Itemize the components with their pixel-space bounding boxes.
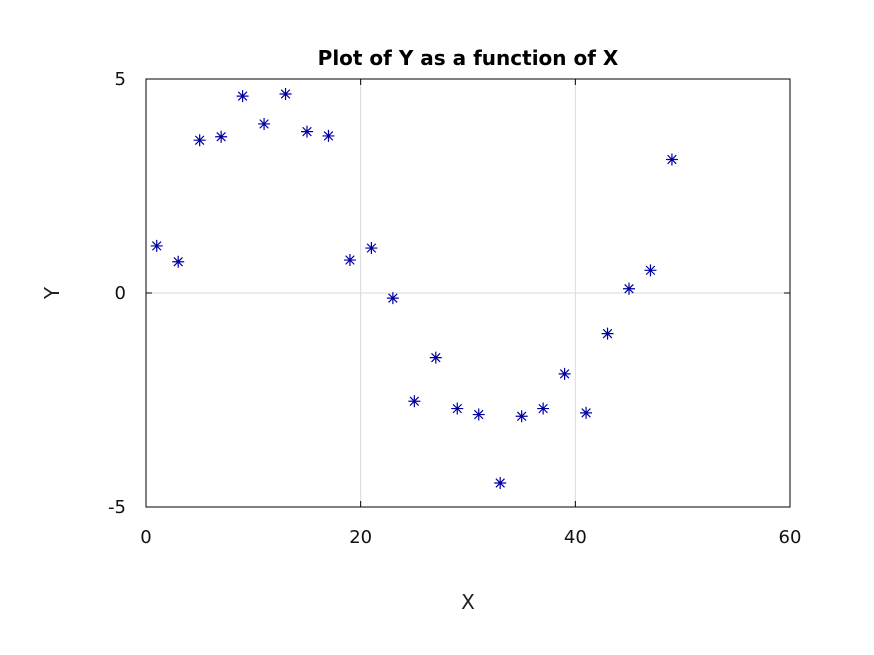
data-point (193, 134, 206, 147)
x-tick-label: 20 (349, 527, 372, 548)
x-axis-label: X (461, 590, 475, 614)
data-point (515, 410, 528, 423)
y-axis-label: Y (40, 286, 64, 300)
data-point (408, 395, 421, 408)
data-points (150, 87, 678, 490)
data-point (150, 239, 163, 252)
data-point (236, 90, 249, 103)
y-tick-label: 0 (115, 283, 126, 304)
data-point (343, 254, 356, 267)
data-point (580, 406, 593, 419)
x-tick-label: 0 (140, 527, 151, 548)
data-point (258, 117, 271, 130)
data-point (472, 408, 485, 421)
data-point (215, 130, 228, 143)
chart-title: Plot of Y as a function of X (318, 46, 619, 70)
data-point (494, 477, 507, 490)
data-point (365, 242, 378, 255)
data-point (322, 129, 335, 142)
y-tick-label: -5 (108, 497, 126, 518)
data-point (644, 264, 657, 277)
data-point (623, 282, 635, 295)
data-point (172, 255, 185, 268)
data-point (601, 327, 614, 340)
y-tick-label: 5 (115, 69, 126, 90)
x-tick-label: 40 (564, 527, 587, 548)
x-tick-label: 60 (779, 527, 802, 548)
data-point (279, 87, 292, 100)
data-point (301, 125, 313, 138)
data-point (429, 351, 442, 364)
data-point (665, 153, 678, 166)
data-point (386, 292, 399, 305)
axis-ticks: 0 20 40 60 -5 0 5 (108, 69, 801, 548)
grid (146, 79, 790, 507)
data-point (558, 367, 571, 380)
data-point (451, 402, 464, 415)
data-point (537, 402, 550, 415)
